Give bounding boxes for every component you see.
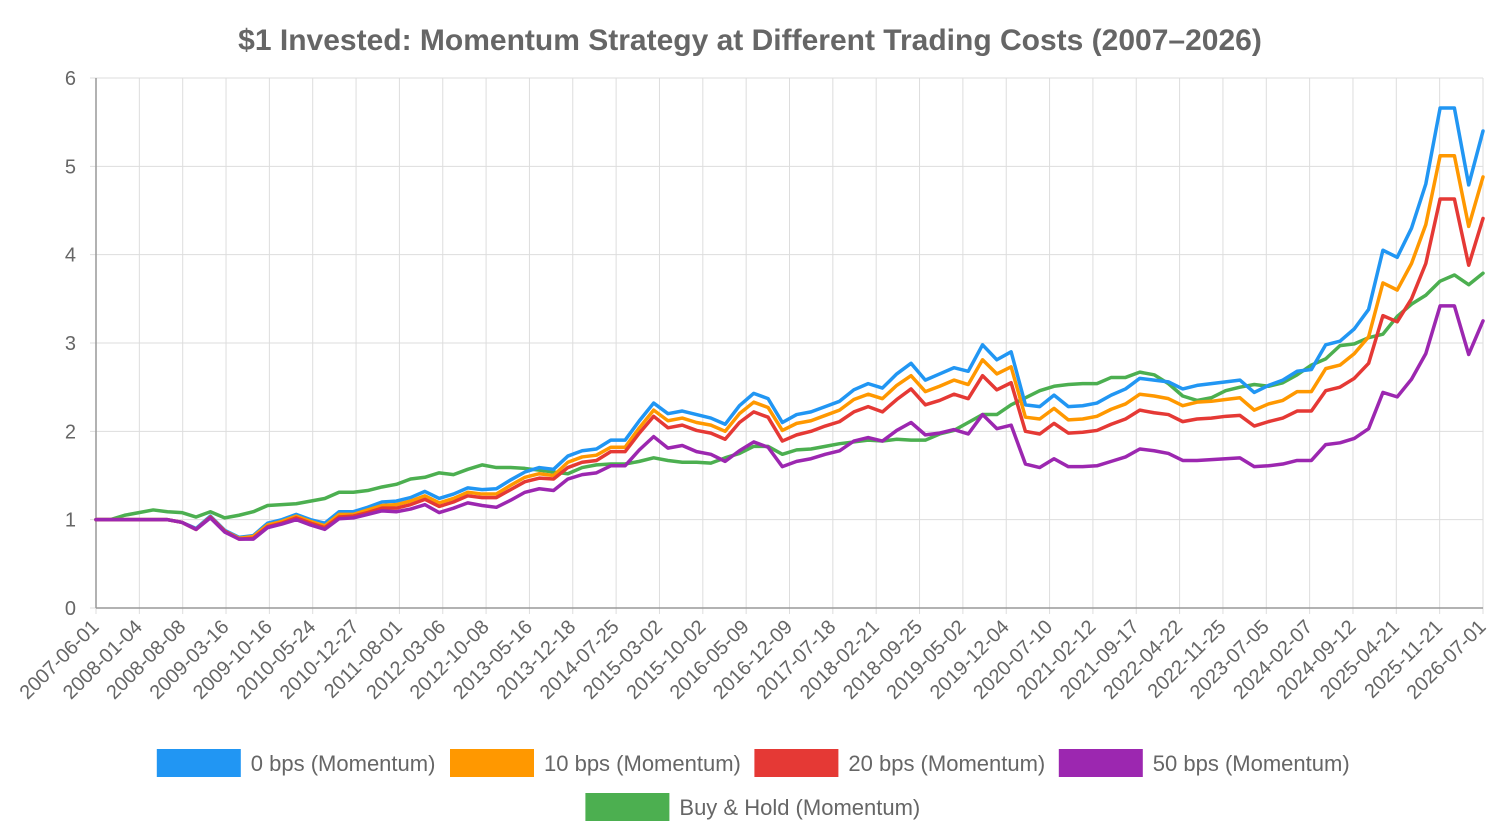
legend-label: 50 bps (Momentum) bbox=[1153, 751, 1350, 776]
series-line-0 bbox=[94, 106, 1485, 540]
y-tick-label: 6 bbox=[65, 68, 76, 90]
legend-swatch bbox=[450, 749, 534, 777]
series-lines bbox=[94, 106, 1485, 541]
y-tick-label: 3 bbox=[65, 333, 76, 355]
legend-label: Buy & Hold (Momentum) bbox=[679, 795, 920, 820]
legend-label: 10 bps (Momentum) bbox=[544, 751, 741, 776]
legend-label: 20 bps (Momentum) bbox=[848, 751, 1045, 776]
y-tick-label: 1 bbox=[65, 510, 76, 532]
grid bbox=[90, 77, 1484, 614]
y-tick-label: 0 bbox=[65, 598, 76, 620]
legend-swatch bbox=[1058, 749, 1143, 777]
legend-label: 0 bps (Momentum) bbox=[251, 751, 436, 776]
y-tick-label: 5 bbox=[65, 156, 76, 178]
y-tick-label: 2 bbox=[65, 421, 76, 443]
series-line-3 bbox=[94, 304, 1485, 541]
series-line-4 bbox=[94, 271, 1485, 522]
legend-swatch bbox=[585, 793, 670, 821]
legend-swatch bbox=[156, 749, 241, 777]
chart-title: $1 Invested: Momentum Strategy at Differ… bbox=[238, 24, 1262, 57]
y-tick-label: 4 bbox=[65, 245, 76, 267]
legend-swatch bbox=[754, 749, 839, 777]
legend: 0 bps (Momentum) 10 bps (Momentum) 20 bps … bbox=[156, 749, 1350, 821]
